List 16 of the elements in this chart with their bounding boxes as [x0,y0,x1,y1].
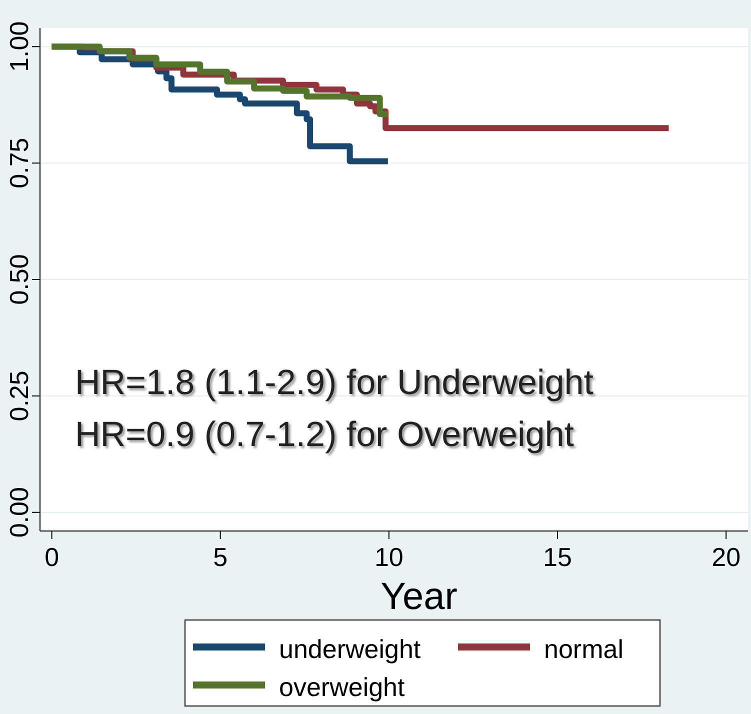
x-tick-label: 10 [374,542,404,572]
legend-label: underweight [279,634,422,664]
y-tick-label: 0.75 [4,138,34,188]
y-tick-label: 0.50 [4,254,34,305]
legend-label: normal [544,634,624,664]
y-tick-label: 0.25 [4,370,34,422]
y-tick-label: 1.00 [4,21,34,72]
x-tick-label: 0 [44,542,60,572]
x-axis-title: Year [380,576,458,618]
annotation: HR=1.8 (1.1-2.9) for Underweight [75,363,594,402]
legend-label: overweight [279,672,406,702]
annotation: HR=0.9 (0.7-1.2) for Overweight [75,415,574,454]
x-tick-label: 5 [213,542,228,572]
x-tick-label: 20 [712,542,741,572]
y-tick-label: 0.00 [4,487,34,538]
x-tick-label: 15 [543,542,572,572]
